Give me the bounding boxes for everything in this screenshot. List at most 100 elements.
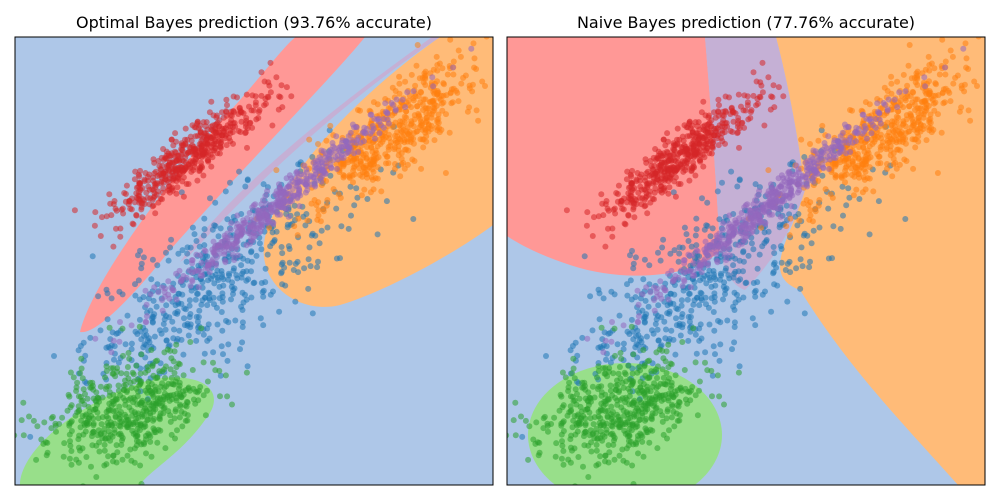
- scatter-point: [839, 183, 846, 190]
- scatter-point: [346, 172, 353, 179]
- scatter-point: [752, 197, 758, 204]
- scatter-point: [851, 173, 858, 180]
- scatter-point: [155, 426, 162, 433]
- scatter-point: [228, 283, 235, 290]
- scatter-point: [896, 124, 903, 131]
- scatter-point: [116, 403, 123, 410]
- scatter-point: [218, 271, 225, 278]
- scatter-point: [720, 283, 727, 290]
- scatter-point: [660, 284, 667, 291]
- scatter-point: [721, 251, 728, 258]
- scatter-point: [291, 202, 298, 209]
- scatter-point: [307, 263, 314, 270]
- scatter-point: [630, 199, 637, 206]
- scatter-point: [246, 120, 253, 127]
- scatter-point: [787, 215, 794, 222]
- scatter-point: [663, 415, 670, 422]
- scatter-point: [665, 270, 672, 277]
- scatter-point: [237, 232, 244, 238]
- scatter-point: [262, 279, 269, 286]
- scatter-point: [837, 133, 844, 140]
- scatter-point: [251, 279, 258, 286]
- scatter-point: [376, 130, 383, 137]
- scatter-point: [261, 78, 268, 85]
- scatter-point: [655, 249, 661, 256]
- scatter-point: [730, 274, 737, 281]
- scatter-point: [638, 186, 645, 193]
- scatter-point: [126, 355, 133, 362]
- scatter-point: [151, 284, 158, 291]
- scatter-point: [930, 92, 937, 99]
- scatter-point: [918, 110, 925, 117]
- scatter-point: [935, 111, 941, 118]
- scatter-point: [644, 383, 651, 390]
- scatter-point: [286, 172, 293, 179]
- scatter-point: [756, 251, 763, 258]
- scatter-point: [680, 168, 687, 175]
- scatter-point: [135, 415, 142, 421]
- scatter-point: [690, 259, 697, 266]
- scatter-point: [141, 412, 148, 419]
- scatter-point: [448, 100, 455, 107]
- scatter-point: [752, 322, 759, 329]
- scatter-point: [629, 247, 635, 254]
- scatter-point: [79, 375, 86, 382]
- scatter-point: [154, 398, 161, 405]
- scatter-point: [863, 135, 870, 142]
- scatter-point: [139, 214, 146, 221]
- scatter-point: [102, 374, 108, 381]
- scatter-point: [741, 124, 748, 131]
- scatter-point: [735, 268, 742, 275]
- scatter-point: [238, 109, 245, 116]
- scatter-point: [483, 37, 490, 40]
- scatter-point: [304, 175, 311, 182]
- scatter-point: [729, 232, 736, 238]
- scatter-point: [442, 170, 449, 176]
- scatter-point: [702, 294, 709, 301]
- scatter-point: [645, 303, 652, 310]
- scatter-point: [137, 187, 144, 193]
- scatter-point: [950, 80, 957, 87]
- scatter-point: [353, 140, 360, 146]
- scatter-point: [654, 326, 661, 333]
- scatter-point: [305, 256, 312, 263]
- scatter-point: [347, 154, 354, 161]
- scatter-point: [512, 399, 519, 406]
- scatter-point: [849, 107, 855, 114]
- scatter-point: [720, 220, 727, 227]
- scatter-point: [450, 64, 456, 71]
- scatter-point: [290, 267, 297, 273]
- scatter-point: [914, 82, 921, 88]
- scatter-point: [174, 335, 181, 342]
- scatter-point: [108, 349, 115, 356]
- scatter-point: [581, 382, 588, 389]
- scatter-point: [115, 387, 122, 394]
- scatter-point: [960, 45, 967, 52]
- scatter-point: [153, 303, 160, 310]
- scatter-point: [715, 142, 722, 149]
- scatter-point: [140, 294, 147, 301]
- scatter-point: [333, 205, 340, 212]
- scatter-point: [150, 394, 157, 401]
- scatter-point: [658, 295, 665, 302]
- scatter-point: [693, 226, 700, 233]
- scatter-point: [119, 325, 126, 332]
- scatter-point: [185, 161, 192, 168]
- scatter-point: [939, 89, 946, 96]
- scatter-point: [783, 202, 790, 209]
- scatter-point: [686, 177, 693, 184]
- scatter-point: [375, 115, 382, 122]
- scatter-point: [545, 428, 551, 435]
- scatter-point: [605, 207, 612, 214]
- scatter-point: [211, 222, 218, 229]
- scatter-point: [267, 59, 274, 66]
- scatter-point: [902, 135, 909, 142]
- scatter-point: [255, 115, 262, 121]
- scatter-point: [958, 104, 965, 111]
- scatter-point: [223, 243, 230, 250]
- scatter-point: [123, 370, 130, 377]
- scatter-point: [184, 320, 191, 327]
- scatter-point: [735, 115, 742, 121]
- scatter-point: [308, 232, 315, 239]
- scatter-point: [568, 444, 574, 451]
